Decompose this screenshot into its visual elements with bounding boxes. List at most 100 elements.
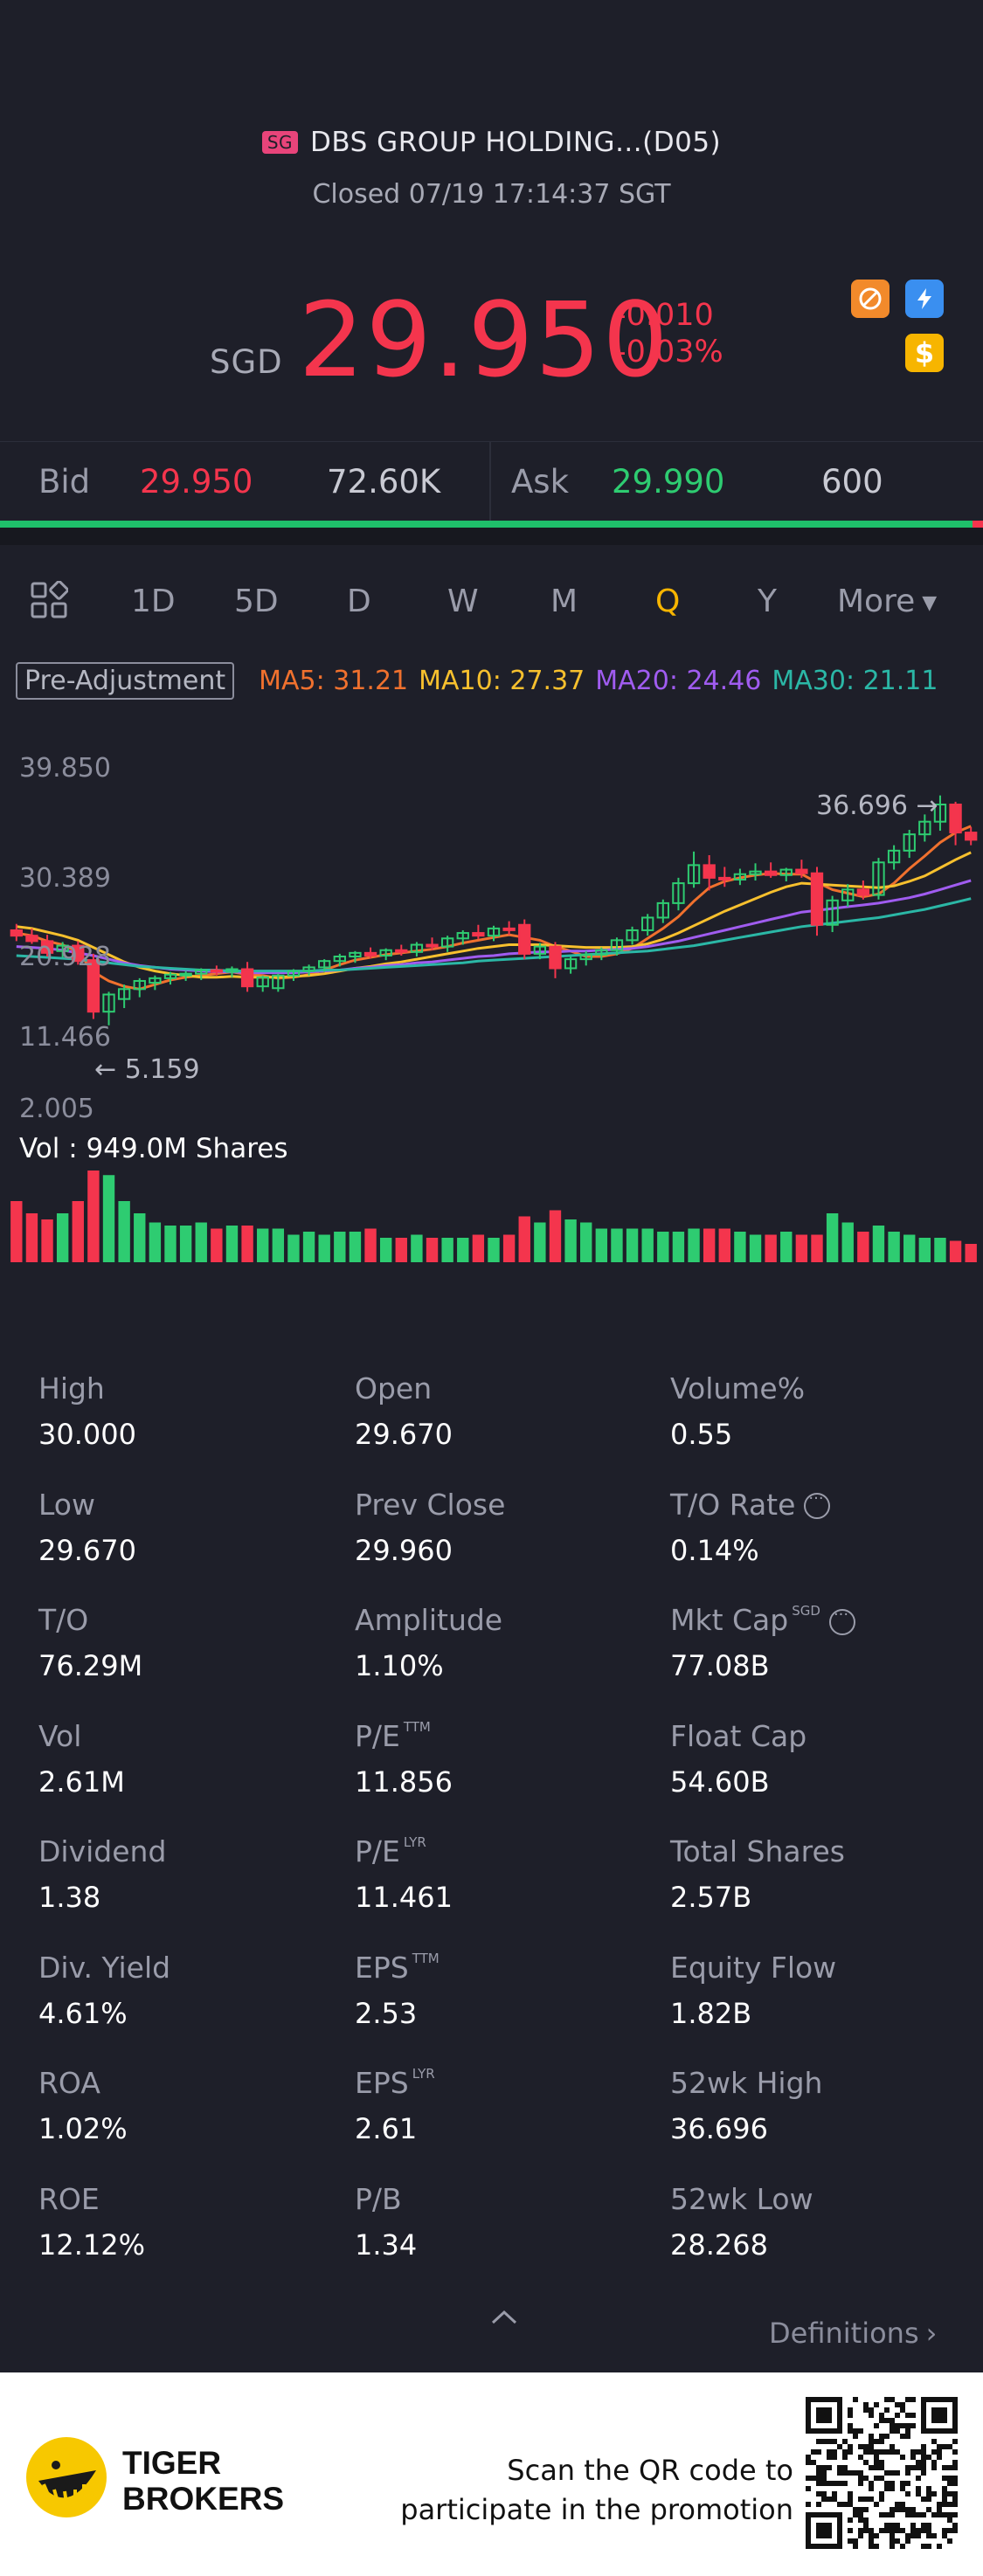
qr-module (879, 2512, 884, 2517)
stat-item: High 30.000 (38, 1371, 136, 1451)
qr-module (816, 2439, 821, 2444)
change-percent: -0.03% (615, 335, 723, 369)
qr-module (937, 2502, 942, 2507)
qr-module (821, 2470, 827, 2476)
qr-module (874, 2476, 879, 2481)
candle-body (133, 979, 146, 991)
definitions-link[interactable]: Definitions › (769, 2317, 937, 2350)
market-badge: SG (261, 131, 299, 154)
tab-5d[interactable]: 5D (234, 584, 279, 619)
qr-module (827, 2465, 832, 2470)
y-tick-5: 2.005 (19, 1094, 94, 1124)
volume-bar (426, 1238, 439, 1262)
qr-module (895, 2528, 900, 2533)
more-info-icon[interactable] (828, 1606, 855, 1635)
qr-module (890, 2481, 895, 2486)
qr-module (942, 2497, 947, 2502)
currency-label: SGD (210, 343, 283, 381)
stat-label: T/O (38, 1603, 142, 1637)
candle-body (10, 929, 23, 937)
flash-icon[interactable] (905, 280, 944, 318)
stat-superscript: LYR (403, 1834, 426, 1850)
candle-body (240, 968, 254, 988)
qr-module (853, 2538, 858, 2544)
dollar-icon[interactable]: $ (905, 334, 944, 372)
volume-bar (395, 1238, 407, 1262)
tab-w[interactable]: W (447, 584, 479, 619)
qr-module (905, 2512, 910, 2517)
stat-label-text: Float Cap (670, 1718, 807, 1753)
qr-module (900, 2434, 905, 2439)
tab-1d[interactable]: 1D (131, 584, 176, 619)
qr-module (827, 2481, 832, 2486)
stat-item: Volume% 0.55 (670, 1371, 805, 1451)
candle-body (502, 927, 516, 931)
qr-module (816, 2481, 821, 2486)
qr-module (952, 2476, 958, 2481)
candle-body (872, 861, 885, 896)
tab-more[interactable]: More ▼ (837, 584, 937, 619)
qr-code[interactable] (806, 2397, 958, 2549)
qr-module (937, 2455, 942, 2460)
qr-module (895, 2523, 900, 2528)
qr-module (942, 2465, 947, 2470)
qr-module (869, 2434, 874, 2439)
candle (841, 884, 855, 908)
volume-chart[interactable] (0, 1162, 983, 1267)
qr-module (879, 2413, 884, 2418)
qr-module (869, 2533, 874, 2538)
volume-bar (657, 1232, 669, 1262)
qr-module (863, 2507, 869, 2512)
qr-module (848, 2413, 853, 2418)
stat-superscript: LYR (412, 2066, 435, 2082)
volume-bar (118, 1201, 130, 1262)
qr-module (895, 2449, 900, 2455)
stat-label: Mkt Cap SGD (670, 1603, 855, 1637)
ma30-label: MA30: 21.11 (772, 666, 938, 696)
candlestick-chart[interactable] (0, 734, 983, 1136)
stat-item: ROE 12.12% (38, 2182, 145, 2262)
bid-price: 29.950 (140, 463, 253, 501)
candle-body (426, 943, 439, 948)
tab-q[interactable]: Q (655, 584, 681, 619)
qr-finder-module (816, 2523, 832, 2538)
volume-bar (334, 1232, 346, 1262)
volume-bar (949, 1240, 962, 1262)
low-marker: ← 5.159 (94, 1054, 200, 1085)
more-info-icon[interactable] (804, 1489, 831, 1519)
chart-layout-icon[interactable] (30, 580, 69, 623)
candle-body (610, 939, 624, 951)
stat-label-text: EPS (355, 2066, 409, 2100)
candle (856, 880, 870, 900)
tab-d[interactable]: D (347, 584, 371, 619)
volume-bar (41, 1219, 53, 1262)
candle (149, 975, 162, 991)
qr-module (879, 2476, 884, 2481)
stock-title: DBS GROUP HOLDING...(D05) (310, 127, 722, 158)
qr-module (952, 2512, 958, 2517)
volume-bar (780, 1232, 793, 1262)
qr-module (837, 2465, 842, 2470)
qr-module (905, 2491, 910, 2497)
candle (287, 969, 301, 981)
no-short-icon[interactable] (851, 280, 890, 318)
qr-module (858, 2517, 863, 2523)
qr-module (931, 2439, 937, 2444)
stat-item: T/O Rate 0.14% (670, 1488, 831, 1567)
candle-body (395, 949, 408, 953)
qr-module (842, 2502, 848, 2507)
qr-module (884, 2481, 890, 2486)
tab-m[interactable]: M (550, 584, 578, 619)
pre-adjustment-toggle[interactable]: Pre-Adjustment (16, 662, 235, 700)
tab-y[interactable]: Y (758, 584, 777, 619)
stat-label-text: Vol (38, 1718, 82, 1753)
qr-module (848, 2428, 853, 2434)
candle (872, 858, 885, 900)
qr-module (905, 2397, 910, 2402)
collapse-icon[interactable] (489, 2299, 519, 2334)
volume-bar (688, 1228, 700, 1262)
price-block: SGD 29.950 (210, 288, 670, 391)
qr-module (863, 2402, 869, 2407)
candle (672, 877, 685, 911)
qr-module (947, 2517, 952, 2523)
